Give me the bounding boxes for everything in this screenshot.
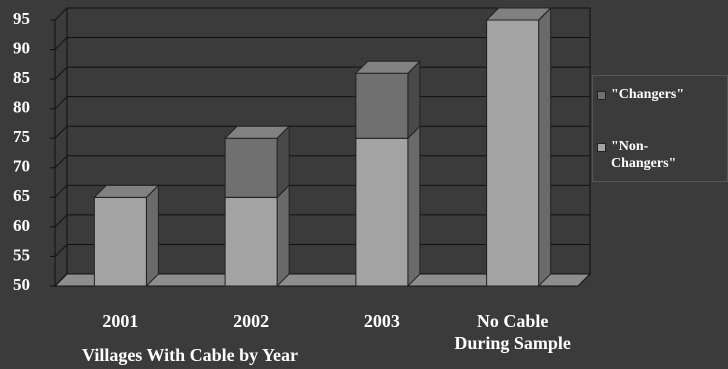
bar-side bbox=[276, 184, 290, 288]
grid-line-side bbox=[54, 244, 68, 257]
y-tick-label: 95 bbox=[13, 9, 30, 28]
bar-top bbox=[223, 125, 291, 139]
y-tick-label: 65 bbox=[13, 186, 30, 205]
grid-line-side bbox=[54, 155, 68, 169]
legend-swatch bbox=[597, 143, 606, 152]
bar-side bbox=[407, 59, 421, 140]
bar bbox=[224, 137, 278, 198]
grid-line-side bbox=[54, 7, 68, 21]
bar bbox=[224, 196, 278, 287]
x-tick-label: 2001 bbox=[102, 311, 139, 331]
y-tick-label: 75 bbox=[13, 127, 30, 146]
grid-line-side bbox=[54, 184, 68, 198]
grid-line-side bbox=[54, 37, 68, 50]
x-tick-label: No Cable During Sample bbox=[454, 311, 571, 353]
legend-label: "Changers" bbox=[611, 87, 685, 102]
bar-top bbox=[485, 7, 552, 21]
bar bbox=[486, 19, 540, 287]
y-tick-label: 70 bbox=[13, 157, 30, 176]
grid-line-side bbox=[54, 214, 68, 228]
grid-line-side bbox=[54, 96, 68, 110]
bar bbox=[93, 196, 147, 287]
legend-label: "Non-Changers" bbox=[611, 139, 677, 171]
y-tick-label: 90 bbox=[13, 38, 30, 57]
legend: "Changers" "Non-Changers" bbox=[592, 75, 728, 182]
bar bbox=[355, 72, 409, 139]
y-tick-label: 85 bbox=[13, 68, 30, 87]
grid-line-side bbox=[54, 273, 68, 287]
y-tick-label: 55 bbox=[13, 245, 30, 264]
y-tick-label: 50 bbox=[13, 275, 30, 294]
x-tick-label: 2002 bbox=[233, 311, 270, 331]
x-tick-label: 2003 bbox=[363, 311, 400, 331]
grid-line-side bbox=[54, 125, 68, 139]
legend-swatch bbox=[597, 91, 606, 100]
bar-side bbox=[538, 6, 552, 288]
x-axis-title: Villages With Cable by Year bbox=[81, 345, 298, 365]
y-tick-label: 60 bbox=[13, 216, 30, 235]
bar-top bbox=[93, 184, 160, 198]
bar-top bbox=[354, 60, 422, 74]
grid-line-side bbox=[54, 66, 68, 80]
bar-side bbox=[407, 125, 421, 288]
bar-side bbox=[145, 184, 159, 288]
y-tick-label: 80 bbox=[13, 98, 30, 117]
bar bbox=[355, 137, 409, 287]
